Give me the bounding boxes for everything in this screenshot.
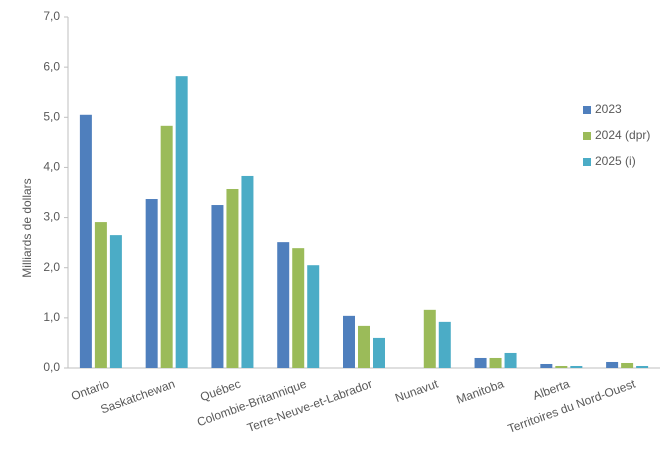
bar (358, 325, 370, 368)
y-tick-label: 0,0 (43, 360, 60, 374)
bar (211, 205, 224, 368)
bar (109, 235, 122, 368)
x-tick-label: Québec (198, 377, 242, 405)
bar (277, 242, 290, 368)
x-tick-label: Alberta (531, 377, 572, 403)
y-axis-label: Milliards de dollars (20, 178, 34, 277)
bar (373, 337, 385, 368)
bar (175, 76, 188, 368)
x-tick-label: Nunavut (393, 376, 440, 405)
bar (540, 363, 553, 368)
y-tick-label: 1,0 (43, 310, 60, 324)
bar (79, 114, 92, 369)
y-tick-label: 2,0 (43, 260, 60, 274)
y-tick-label: 4,0 (43, 160, 60, 174)
x-tick-label: Ontario (69, 377, 111, 404)
bar (160, 125, 173, 368)
bar (226, 188, 239, 368)
bar (307, 265, 320, 368)
legend-label: 2023 (595, 102, 622, 116)
bar (504, 352, 517, 368)
bar (241, 175, 254, 368)
bar (343, 315, 355, 368)
legend-label: 2025 (i) (595, 154, 636, 168)
y-tick-label: 7,0 (43, 9, 60, 23)
bar (636, 365, 649, 368)
y-tick-label: 3,0 (43, 210, 60, 224)
x-tick-label: Saskatchewan (99, 377, 177, 417)
bar (489, 357, 502, 368)
bar (94, 222, 107, 368)
bar (438, 321, 451, 368)
bar (474, 357, 487, 368)
y-tick-label: 6,0 (43, 59, 60, 73)
x-tick-label: Manitoba (454, 377, 505, 407)
legend-swatch (583, 158, 591, 166)
x-tick-label: Territoires du Nord-Ouest (506, 376, 638, 435)
bar (145, 199, 158, 368)
bar (292, 248, 305, 368)
bar (423, 309, 436, 368)
x-tick-label: Terre-Neuve-et-Labrador (245, 377, 374, 435)
bar (606, 361, 619, 368)
bar (555, 365, 568, 368)
y-tick-label: 5,0 (43, 109, 60, 123)
legend-swatch (583, 106, 591, 114)
legend-label: 2024 (dpr) (595, 128, 650, 142)
legend-swatch (583, 132, 591, 140)
bar (570, 365, 583, 368)
bar (621, 362, 634, 368)
